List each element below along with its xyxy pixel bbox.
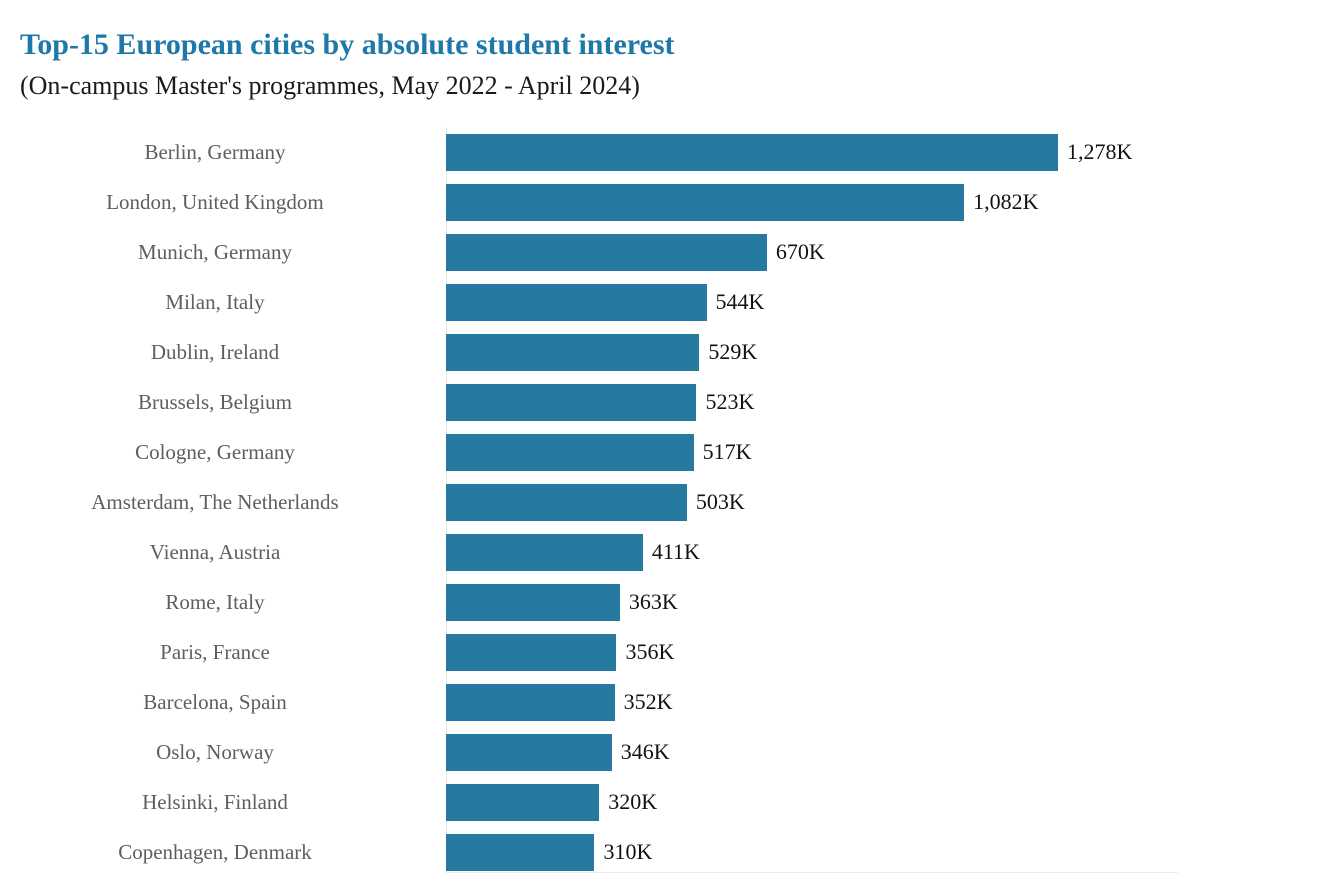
value-label: 503K	[695, 489, 745, 514]
category-label: Vienna, Austria	[149, 539, 281, 564]
bar	[446, 283, 707, 321]
bar-wrap: 517K	[446, 433, 1338, 471]
category-label: Oslo, Norway	[156, 739, 274, 764]
category-label: Helsinki, Finland	[142, 789, 288, 814]
bar-wrap: 1,278K	[446, 133, 1338, 171]
bar	[446, 583, 620, 621]
chart-row: Copenhagen, Denmark 310K	[0, 827, 1338, 877]
category-label: Dublin, Ireland	[150, 339, 280, 364]
bar	[446, 733, 612, 771]
bar	[446, 183, 965, 221]
bar-wrap: 1,082K	[446, 183, 1338, 221]
chart-row: Helsinki, Finland 320K	[0, 777, 1338, 827]
category-label: Cologne, Germany	[135, 439, 295, 464]
value-label: 346K	[620, 739, 670, 764]
chart-row: Barcelona, Spain 352K	[0, 677, 1338, 727]
bar-wrap: 346K	[446, 733, 1338, 771]
chart-row: Oslo, Norway 346K	[0, 727, 1338, 777]
chart-row: Berlin, Germany 1,278K	[0, 127, 1338, 177]
bar-wrap: 310K	[446, 833, 1338, 871]
chart-title: Top-15 European cities by absolute stude…	[20, 28, 675, 61]
value-label: 356K	[625, 639, 675, 664]
chart-row: Dublin, Ireland 529K	[0, 327, 1338, 377]
chart-header: Top-15 European cities by absolute stude…	[20, 28, 675, 100]
bar	[446, 783, 600, 821]
category-label: Rome, Italy	[165, 589, 265, 614]
category-label: Paris, France	[160, 639, 270, 664]
bar	[446, 483, 687, 521]
bar-wrap: 503K	[446, 483, 1338, 521]
bar	[446, 633, 617, 671]
chart-row: Cologne, Germany 517K	[0, 427, 1338, 477]
value-label: 320K	[608, 789, 658, 814]
chart-rows: Berlin, Germany 1,278K London, United Ki…	[0, 127, 1338, 877]
chart-row: Munich, Germany 670K	[0, 227, 1338, 277]
bar	[446, 333, 700, 371]
bar-wrap: 352K	[446, 683, 1338, 721]
chart-row: Amsterdam, The Netherlands 503K	[0, 477, 1338, 527]
chart-row: Milan, Italy 544K	[0, 277, 1338, 327]
value-label: 411K	[651, 539, 700, 564]
chart-row: London, United Kingdom 1,082K	[0, 177, 1338, 227]
value-label: 363K	[628, 589, 678, 614]
chart-row: Vienna, Austria 411K	[0, 527, 1338, 577]
bar	[446, 383, 697, 421]
value-label: 529K	[708, 339, 758, 364]
value-label: 523K	[705, 389, 755, 414]
bar-wrap: 523K	[446, 383, 1338, 421]
chart-row: Paris, France 356K	[0, 627, 1338, 677]
category-label: Munich, Germany	[138, 239, 292, 264]
value-label: 1,082K	[973, 189, 1039, 214]
bar-wrap: 670K	[446, 233, 1338, 271]
chart-row: Rome, Italy 363K	[0, 577, 1338, 627]
bar-wrap: 411K	[446, 533, 1338, 571]
category-label: London, United Kingdom	[106, 189, 324, 214]
chart-subtitle: (On-campus Master's programmes, May 2022…	[20, 70, 640, 100]
bar	[446, 683, 615, 721]
category-label: Berlin, Germany	[144, 139, 286, 164]
category-label: Brussels, Belgium	[137, 389, 292, 414]
bar-wrap: 529K	[446, 333, 1338, 371]
value-label: 670K	[775, 239, 825, 264]
value-label: 352K	[623, 689, 673, 714]
bar-wrap: 320K	[446, 783, 1338, 821]
bar	[446, 433, 694, 471]
bar	[446, 833, 595, 871]
bar	[446, 233, 767, 271]
bar-chart: Berlin, Germany 1,278K London, United Ki…	[0, 127, 1338, 887]
bar-wrap: 356K	[446, 633, 1338, 671]
category-label: Milan, Italy	[165, 289, 265, 314]
value-label: 1,278K	[1067, 139, 1133, 164]
value-label: 517K	[702, 439, 752, 464]
bar	[446, 133, 1058, 171]
value-label: 310K	[603, 839, 653, 864]
category-label: Barcelona, Spain	[143, 689, 287, 714]
value-label: 544K	[715, 289, 765, 314]
bar-wrap: 544K	[446, 283, 1338, 321]
bar	[446, 533, 643, 571]
chart-row: Brussels, Belgium 523K	[0, 377, 1338, 427]
category-label: Amsterdam, The Netherlands	[91, 489, 339, 514]
bar-wrap: 363K	[446, 583, 1338, 621]
category-label: Copenhagen, Denmark	[118, 839, 312, 864]
